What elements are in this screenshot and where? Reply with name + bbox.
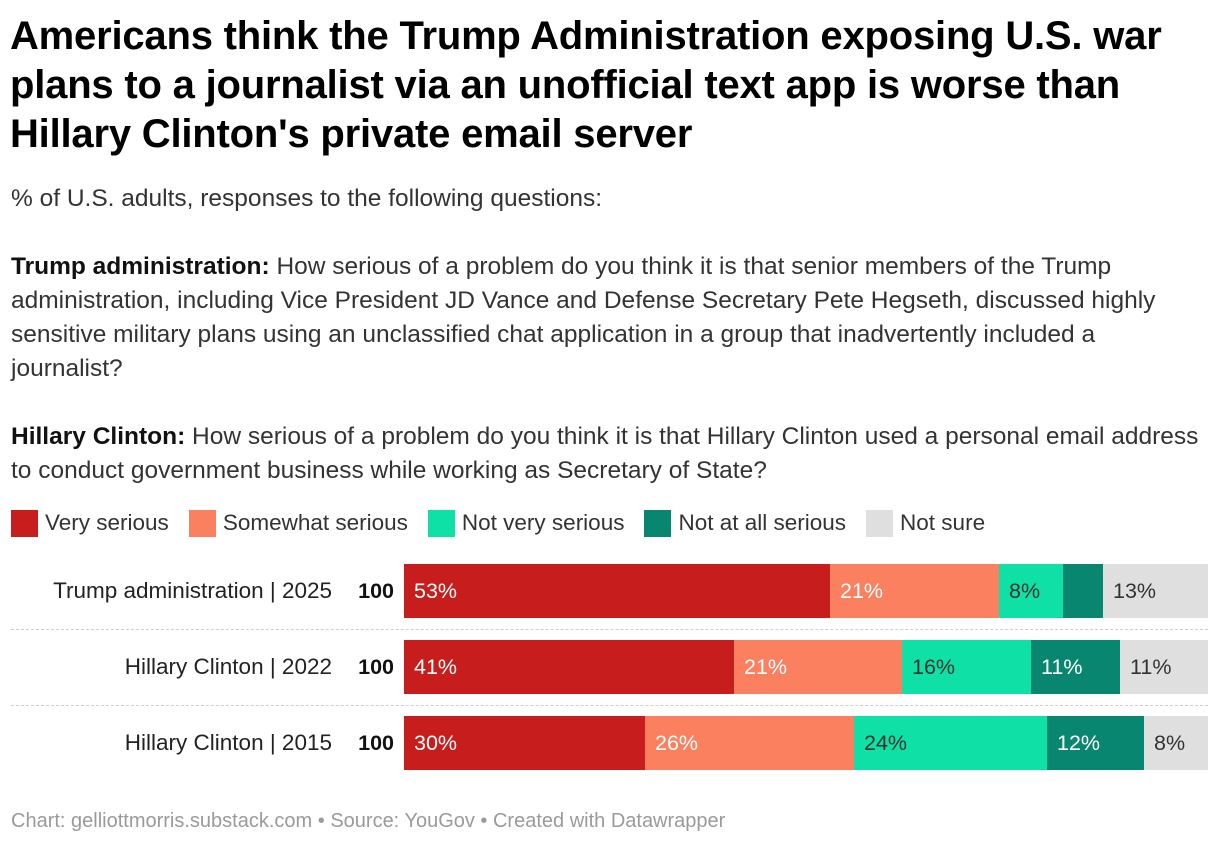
- bar-segment: 26%: [645, 716, 854, 770]
- data-label: 8%: [1154, 731, 1186, 755]
- bar-segment: 13%: [1103, 564, 1208, 618]
- legend-swatch: [11, 509, 38, 537]
- row-total-label: 100: [358, 655, 394, 679]
- legend-label: Not very serious: [461, 510, 625, 535]
- data-label: 11%: [1041, 655, 1083, 679]
- row-separator: [11, 705, 1208, 706]
- bar-segment: 8%: [1144, 716, 1208, 770]
- legend-item: Not very serious: [427, 509, 625, 537]
- legend-item: Very serious: [11, 509, 169, 537]
- row-separator: [11, 629, 1208, 630]
- bar-segment: [1063, 564, 1103, 618]
- legend-item: Somewhat serious: [188, 509, 408, 537]
- bar-segment: 24%: [854, 716, 1047, 770]
- question-clinton-text: How serious of a problem do you think it…: [11, 423, 1199, 484]
- legend-item: Not at all serious: [644, 509, 847, 537]
- chart-footer: Chart: gelliottmorris.substack.com • Sou…: [11, 810, 726, 832]
- row-total-label: 100: [358, 579, 394, 603]
- bar-segment: 16%: [902, 640, 1031, 694]
- data-label: 30%: [414, 731, 458, 755]
- legend-swatch: [427, 509, 455, 537]
- bar-segment: 11%: [1031, 640, 1120, 694]
- legend-swatch: [866, 509, 894, 537]
- legend-swatch: [188, 509, 216, 537]
- legend-item: Not sure: [866, 509, 986, 537]
- bar-row: Hillary Clinton | 2015 100 30% 26% 24% 12% 8%: [0, 716, 1220, 770]
- bar-segment: 30%: [404, 716, 645, 770]
- data-label: 41%: [414, 655, 458, 679]
- stacked-bar: 30% 26% 24% 12% 8%: [404, 716, 1208, 770]
- bar-segment: 21%: [830, 564, 999, 618]
- bar-segment: 53%: [404, 564, 830, 618]
- data-label: 8%: [1009, 579, 1041, 603]
- question-trump-label: Trump administration:: [11, 253, 270, 280]
- legend-swatch: [644, 509, 672, 537]
- question-clinton-label: Hillary Clinton:: [11, 423, 186, 450]
- bar-row: Trump administration | 2025 100 53% 21% 8% 13…: [0, 564, 1220, 618]
- bar-segment: 21%: [734, 640, 902, 694]
- row-total-label: 100: [358, 731, 394, 755]
- data-label: 26%: [655, 731, 699, 755]
- data-label: 21%: [840, 579, 884, 603]
- chart-subtitle: % of U.S. adults, responses to the follo…: [11, 182, 1206, 488]
- subtitle-intro: % of U.S. adults, responses to the follo…: [11, 185, 603, 212]
- question-clinton: Hillary Clinton: How serious of a proble…: [11, 420, 1206, 488]
- legend-label: Very serious: [45, 510, 169, 535]
- chart-title: Americans think the Trump Administration…: [10, 14, 1162, 156]
- stacked-bar: 41% 21% 16% 11% 11%: [404, 640, 1208, 694]
- bar-row: Hillary Clinton | 2022 100 41% 21% 16% 11% 11%: [0, 640, 1220, 694]
- bar-segment: 12%: [1047, 716, 1144, 770]
- bar-segment: 8%: [999, 564, 1063, 618]
- question-trump: Trump administration: How serious of a p…: [11, 250, 1206, 386]
- category-label: Hillary Clinton | 2015: [124, 730, 332, 755]
- data-label: 13%: [1113, 579, 1157, 603]
- data-label: 24%: [864, 731, 908, 755]
- data-label: 21%: [744, 655, 788, 679]
- legend-label: Not sure: [900, 510, 986, 535]
- data-label: 16%: [912, 655, 956, 679]
- category-label: Trump administration | 2025: [53, 578, 332, 603]
- category-label: Hillary Clinton | 2022: [124, 654, 332, 679]
- chart-legend: Very serious Somewhat serious Not very ser…: [11, 507, 1005, 539]
- question-trump-text: How serious of a problem do you think it…: [11, 253, 1156, 382]
- data-label: 12%: [1057, 731, 1101, 755]
- bar-segment: 11%: [1120, 640, 1208, 694]
- data-label: 11%: [1130, 655, 1172, 679]
- legend-label: Somewhat serious: [222, 510, 408, 535]
- legend-label: Not at all serious: [678, 510, 847, 535]
- bar-segment: 41%: [404, 640, 734, 694]
- stacked-bar: 53% 21% 8% 13%: [404, 564, 1208, 618]
- data-label: 53%: [414, 579, 458, 603]
